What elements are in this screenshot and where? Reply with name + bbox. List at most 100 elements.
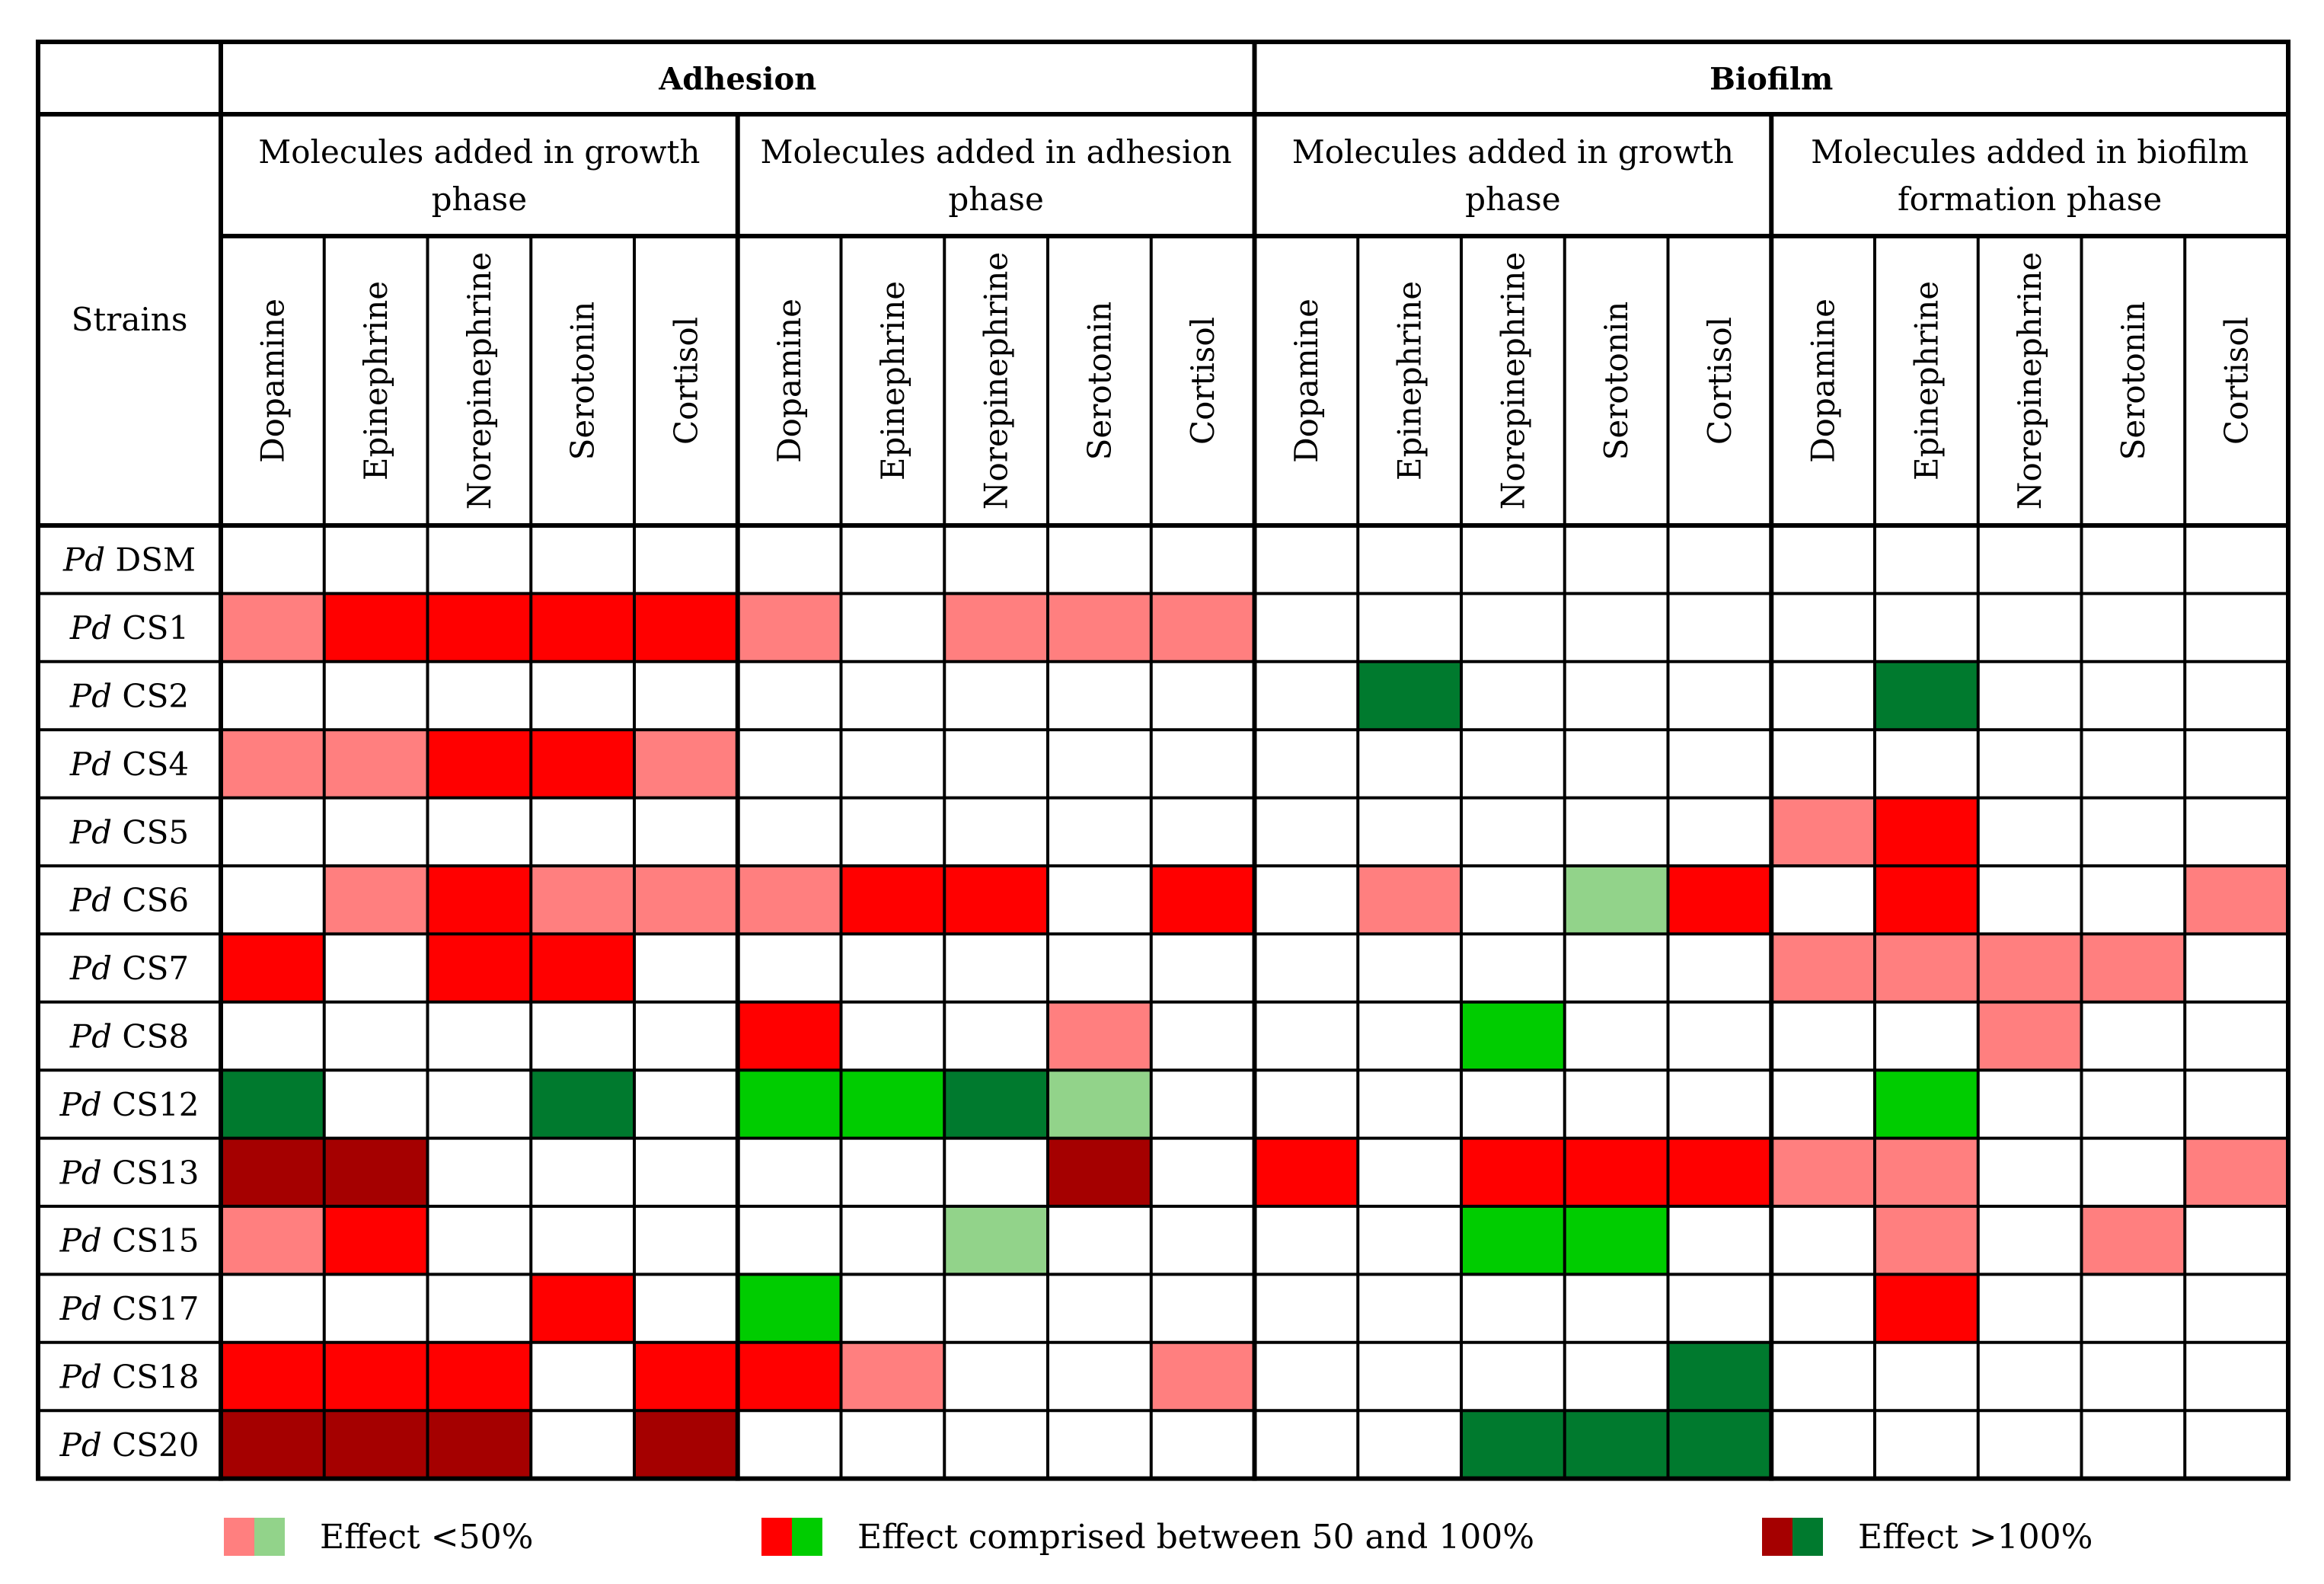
heatmap-cell: [737, 1274, 841, 1343]
strain-label: Pd CS7: [69, 950, 189, 987]
heatmap-cell: [531, 934, 634, 1002]
subgroup-header: formation phase: [1898, 180, 2162, 218]
heatmap-cell: [1564, 866, 1668, 934]
heatmap-cell: [1668, 1138, 1772, 1206]
heatmap-cell: [2081, 1206, 2185, 1275]
heatmap-cell: [324, 1138, 428, 1206]
heatmap-cell: [427, 934, 532, 1002]
legend-swatch-green-2: [792, 1518, 822, 1556]
heatmap-cell: [427, 866, 532, 934]
heatmap-cell: [1875, 866, 1978, 934]
molecule-label: Cortisol: [1184, 317, 1221, 445]
heatmap-cell: [1564, 1410, 1668, 1479]
heatmap-cell: [221, 1410, 324, 1479]
heatmap-cell: [1875, 661, 1978, 730]
group-header-adhesion: Adhesion: [658, 62, 816, 97]
legend-swatch-green-1: [254, 1518, 285, 1556]
heatmap-cell: [427, 730, 532, 798]
heatmap-cell: [1048, 1070, 1151, 1138]
heatmap-cell: [737, 1342, 841, 1411]
heatmap-cell: [324, 866, 428, 934]
heatmap-cell: [531, 1274, 634, 1343]
molecule-label: Norepinephrine: [978, 252, 1015, 510]
legend-label-2: Effect comprised between 50 and 100%: [857, 1517, 1535, 1557]
heatmap-cell: [221, 1070, 324, 1138]
heatmap-cell: [531, 1070, 634, 1138]
molecule-label: Norepinephrine: [461, 252, 498, 510]
strain-label: Pd CS8: [69, 1018, 189, 1055]
heatmap-cell: [221, 934, 324, 1002]
heatmap-cell: [1875, 934, 1978, 1002]
heatmap-cell: [427, 1410, 532, 1479]
molecule-label: Cortisol: [2218, 317, 2255, 445]
heatmap-cell: [1564, 1138, 1668, 1206]
heatmap-cell: [1564, 1206, 1668, 1275]
heatmap-cell: [634, 730, 738, 798]
legend-swatches-3: [1762, 1518, 1823, 1556]
heatmap-cell: [944, 866, 1048, 934]
heatmap-cell: [1978, 1001, 2082, 1071]
heatmap-cell: [324, 1342, 428, 1411]
heatmap-cell: [221, 1206, 324, 1275]
group-header-biofilm: Biofilm: [1709, 62, 1833, 97]
molecule-label: Cortisol: [667, 317, 704, 445]
heatmap-cell: [221, 730, 324, 798]
heatmap-cell: [944, 593, 1048, 662]
molecule-label: Serotonin: [564, 302, 602, 461]
strain-label: Pd CS4: [69, 746, 189, 783]
heatmap-chart: Adhesion Molecules added in growth phase Do…: [36, 40, 2290, 1481]
molecule-label: Serotonin: [2115, 302, 2152, 461]
heatmap-cell: [1771, 934, 1875, 1002]
heatmap-cell: [737, 1001, 841, 1071]
heatmap-cell: [944, 1070, 1048, 1138]
legend-item-1: Effect <50%: [224, 1515, 533, 1558]
heatmap-cell: [1668, 866, 1772, 934]
heatmap-cell: [531, 730, 634, 798]
heatmap-cell: [1771, 1138, 1875, 1206]
heatmap-cell: [1358, 661, 1461, 730]
heatmap-cell: [427, 1342, 532, 1411]
heatmap-cell: [1668, 1410, 1772, 1479]
molecule-label: Norepinephrine: [1494, 252, 1531, 510]
strain-label: Pd CS13: [59, 1154, 200, 1191]
legend-item-2: Effect comprised between 50 and 100%: [761, 1515, 1534, 1558]
heatmap-cell: [1151, 866, 1255, 934]
molecule-label: Cortisol: [1701, 317, 1738, 445]
molecule-label: Dopamine: [771, 299, 808, 463]
heatmap-cell: [221, 1138, 324, 1206]
heatmap-cell: [2081, 934, 2185, 1002]
strain-label: Pd CS5: [69, 813, 189, 851]
heatmap-cell: [1875, 1206, 1978, 1275]
subgroup-header: phase: [948, 180, 1043, 218]
heatmap-cell: [221, 593, 324, 662]
legend-label-3: Effect >100%: [1858, 1517, 2093, 1557]
molecule-label: Epinephrine: [874, 281, 911, 481]
heatmap-cell: [1358, 866, 1461, 934]
subgroup-header: Molecules added in adhesion: [761, 133, 1232, 171]
heatmap-cell: [737, 593, 841, 662]
molecule-label: Dopamine: [1288, 299, 1325, 463]
subgroup-header: Molecules added in growth: [258, 133, 700, 171]
heatmap-cell: [1875, 1138, 1978, 1206]
heatmap-cell: [427, 593, 532, 662]
heatmap-cell: [1461, 1206, 1565, 1275]
heatmap-cell: [634, 593, 738, 662]
heatmap-cell: [221, 1342, 324, 1411]
subgroup-header: Molecules added in biofilm: [1811, 133, 2249, 171]
subgroup-header: Molecules added in growth: [1292, 133, 1734, 171]
molecule-label: Dopamine: [254, 299, 291, 463]
heatmap-cell: [841, 866, 945, 934]
subgroup-header: phase: [1465, 180, 1560, 218]
heatmap-cell: [1771, 797, 1875, 866]
strain-label: Pd CS1: [69, 609, 189, 647]
legend-swatch-red-1: [224, 1518, 254, 1556]
legend-swatches-2: [761, 1518, 822, 1556]
heatmap-cell: [737, 1070, 841, 1138]
heatmap-cell: [1048, 593, 1151, 662]
heatmap-cell: [1461, 1001, 1565, 1071]
heatmap-cell: [1875, 1274, 1978, 1343]
heatmap-cell: [737, 866, 841, 934]
table-border: [36, 40, 2290, 1481]
heatmap-cell: [841, 1070, 945, 1138]
molecule-label: Dopamine: [1805, 299, 1842, 463]
